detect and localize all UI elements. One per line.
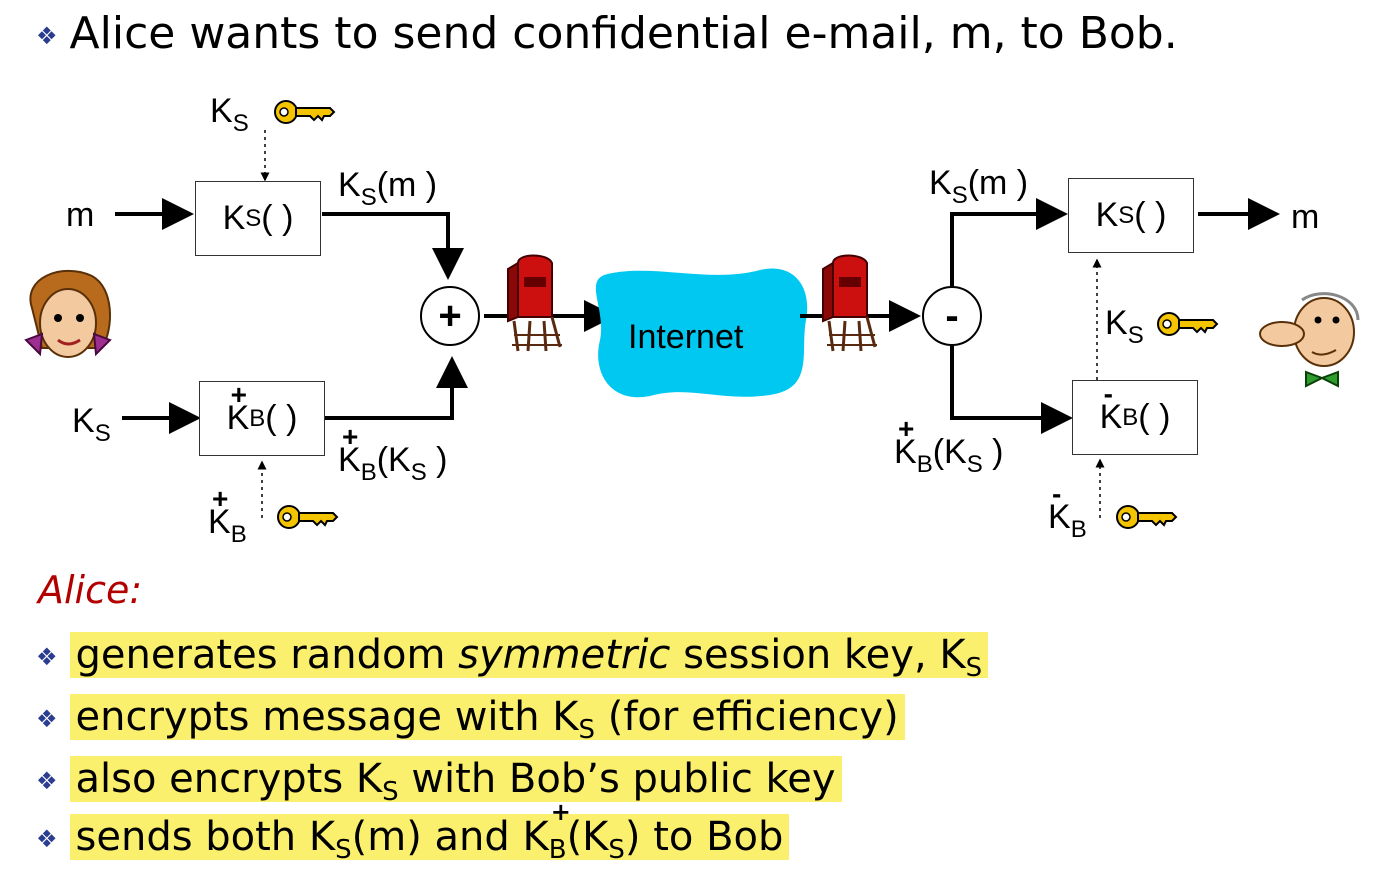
- kb-ks-received-label: K + B(KS ): [894, 413, 1004, 478]
- diamond-bullet-icon: ❖: [36, 22, 58, 50]
- ks-encrypt-box: K S( ): [195, 181, 321, 256]
- kbks-to-plus-line: [325, 356, 468, 420]
- bullet-1: ❖ generates random symmetric session key,…: [36, 632, 989, 683]
- diamond-bullet-icon: ❖: [36, 643, 58, 671]
- m-input-label: m: [66, 196, 95, 234]
- kb-plus-key-label: K + B: [208, 483, 247, 548]
- internet-label: Internet: [628, 318, 744, 356]
- mailbox-icon: [822, 254, 877, 352]
- key-icon: [277, 505, 339, 529]
- minus-to-ksdecrypt-line: [950, 198, 1068, 286]
- diamond-bullet-icon: ❖: [36, 825, 58, 853]
- minus-splitter: -: [922, 286, 982, 346]
- kb-decrypt-box: K - B( ): [1072, 378, 1198, 455]
- diamond-bullet-icon: ❖: [36, 705, 58, 733]
- ks-recovered-label: KS: [1105, 304, 1144, 349]
- plus-combiner: +: [420, 286, 480, 346]
- ks-key-label: KS: [210, 92, 249, 137]
- alice-heading: Alice:: [38, 568, 143, 612]
- ksm-to-plus-line: [322, 212, 464, 280]
- kb-minus-key-label: K-B: [1048, 478, 1087, 543]
- minus-to-kbdecrypt-line: [950, 346, 1073, 434]
- mailbox-icon: [507, 254, 562, 352]
- kb-encrypt-box: K + B( ): [199, 379, 325, 456]
- key-icon: [1157, 312, 1219, 336]
- ks-m-received-label: KS(m ): [929, 164, 1029, 209]
- m-output-label: m: [1291, 198, 1320, 236]
- key-icon: [274, 100, 336, 124]
- kb-ks-label: K + B(KS ): [338, 421, 448, 486]
- key-icon: [1116, 505, 1178, 529]
- alice-avatar: [24, 269, 112, 358]
- internet-cloud: [595, 268, 808, 398]
- bullet-4: ❖ sends both KS(m) and KB + (KS) to Bob: [36, 798, 790, 865]
- diamond-bullet-icon: ❖: [36, 767, 58, 795]
- ks-decrypt-box: K S( ): [1068, 178, 1194, 253]
- diagram-lines: [24, 100, 1360, 529]
- slide-title: ❖ Alice wants to send confidential e-mail…: [36, 8, 1178, 59]
- ks-input-label: KS: [72, 402, 111, 447]
- bullet-2: ❖ encrypts message with KS (for efficienc…: [36, 694, 905, 745]
- bob-avatar: [1259, 292, 1360, 388]
- bullet-3: ❖ also encrypts KS with Bob’s public key: [36, 756, 842, 807]
- ks-m-label: KS(m ): [338, 166, 438, 211]
